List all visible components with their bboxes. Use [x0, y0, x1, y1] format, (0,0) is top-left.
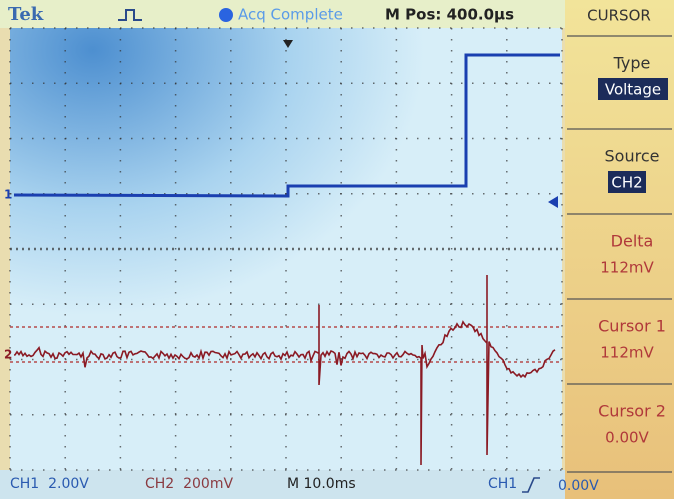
ch2-marker: 2 — [4, 348, 12, 362]
menu-value: Voltage — [605, 81, 661, 99]
ch2-trace — [13, 275, 556, 466]
trigger-position-marker — [283, 40, 293, 48]
header-bar — [0, 0, 565, 28]
menu-label: Type — [613, 54, 651, 73]
brand: Tek — [8, 4, 44, 25]
ch2-scale: CH2 200mV — [145, 476, 233, 492]
status-dot — [219, 8, 233, 22]
trigger-icon — [118, 9, 142, 21]
trigger-source: CH1 — [488, 476, 517, 492]
menu-items: Type Voltage Source CH2 Delta 112mV Cursor 1 11… — [567, 35, 672, 473]
menu-title: CURSOR — [587, 7, 651, 25]
horizontal-position: M Pos: 400.0µs — [385, 6, 514, 24]
footer-bar — [0, 470, 565, 499]
menu-value: CH2 — [611, 174, 642, 192]
menu-value: 112mV — [600, 344, 654, 362]
ch1-scale: CH1 2.00V — [10, 476, 89, 492]
menu-value-box — [598, 78, 668, 100]
menu-label: Source — [605, 147, 660, 166]
menu-value: 0.00V — [605, 429, 649, 447]
menu-label: Cursor 2 — [598, 402, 666, 421]
menu-label: Delta — [611, 232, 654, 251]
menu-value-box — [608, 171, 646, 193]
acquisition-status: Acq Complete — [238, 6, 343, 24]
trigger-level: 0.00V — [558, 478, 599, 494]
menu-value: 112mV — [600, 259, 654, 277]
trigger-level-marker — [548, 196, 558, 208]
graticule — [9, 27, 563, 471]
ch1-trace — [13, 53, 560, 198]
trigger-slope-icon — [522, 477, 540, 493]
menu-label: Cursor 1 — [598, 317, 666, 336]
ch1-marker: 1 — [4, 188, 12, 202]
timebase: M 10.0ms — [287, 476, 356, 492]
